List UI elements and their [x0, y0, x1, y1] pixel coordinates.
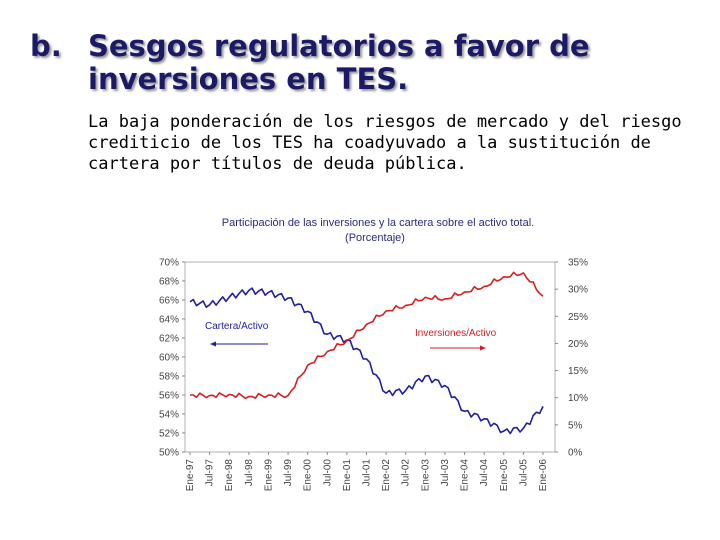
slide-title: Sesgos regulatorios a favor de inversion…	[88, 29, 590, 96]
x-tick-label: Ene-97	[185, 459, 196, 492]
series-line-inversiones	[190, 271, 544, 400]
annotation-cartera: Cartera/Activo	[205, 321, 269, 332]
x-tick-label: Ene-06	[538, 459, 549, 492]
chart-container: Participación de las inversiones y la ca…	[150, 210, 610, 510]
right-tick-label: 30%	[568, 285, 588, 296]
x-tick-label: Jul-04	[479, 459, 490, 487]
x-tick-label: Jul-97	[205, 459, 216, 487]
x-tick-label: Jul-02	[401, 459, 412, 487]
x-tick-label: Jul-01	[362, 459, 373, 487]
left-tick-label: 52%	[159, 429, 179, 440]
x-tick-label: Jul-98	[244, 459, 255, 487]
plot-area	[184, 261, 556, 453]
series-layer	[189, 271, 544, 435]
x-tick-label: Ene-05	[499, 459, 510, 492]
right-tick-label: 35%	[568, 258, 588, 269]
left-tick-label: 68%	[159, 277, 179, 288]
x-tick-label: Jul-99	[283, 459, 294, 487]
left-tick-label: 56%	[159, 391, 179, 402]
line-chart: Participación de las inversiones y la ca…	[159, 217, 588, 491]
x-tick-label: Jul-00	[322, 459, 333, 487]
series-line-cartera	[189, 287, 544, 435]
left-tick-label: 60%	[159, 353, 179, 364]
chart-subtitle: (Porcentaje)	[345, 232, 405, 244]
left-tick-label: 70%	[159, 258, 179, 269]
left-tick-label: 62%	[159, 334, 179, 345]
left-tick-label: 54%	[159, 410, 179, 421]
x-tick-label: Jul-05	[518, 459, 529, 487]
x-tick-label: Jul-03	[440, 459, 451, 487]
left-tick-label: 66%	[159, 296, 179, 307]
right-axis: 35% 30% 25% 20% 15% 10% 5% 0%	[555, 258, 588, 459]
x-tick-label: Ene-03	[420, 459, 431, 492]
right-tick-label: 0%	[568, 448, 583, 459]
x-tick-label: Ene-98	[224, 459, 235, 492]
chart-title: Participación de las inversiones y la ca…	[222, 217, 534, 229]
x-axis: Ene-97 Jul-97 Ene-98 Jul-98 Ene-99 Jul-99 Ene-…	[185, 452, 549, 491]
left-tick-label: 64%	[159, 315, 179, 326]
right-tick-label: 10%	[568, 393, 588, 404]
annotation-cartera-arrowhead	[210, 341, 216, 347]
slide-subtitle: La baja ponderación de los riesgos de me…	[88, 112, 682, 174]
left-tick-label: 50%	[159, 448, 179, 459]
x-tick-label: Ene-02	[381, 459, 392, 492]
x-tick-label: Ene-01	[342, 459, 353, 492]
annotation-inversiones-arrowhead	[480, 345, 486, 351]
right-tick-label: 15%	[568, 366, 588, 377]
right-tick-label: 25%	[568, 312, 588, 323]
right-tick-label: 5%	[568, 420, 583, 431]
x-tick-label: Ene-99	[263, 459, 274, 492]
x-tick-label: Ene-00	[303, 459, 314, 492]
x-tick-label: Ene-04	[460, 459, 471, 492]
left-axis: 70% 68% 66% 64% 62% 60% 58% 56% 54% 52% 50%	[159, 258, 185, 459]
left-tick-label: 58%	[159, 372, 179, 383]
right-tick-label: 20%	[568, 339, 588, 350]
section-letter: b.	[30, 29, 62, 63]
annotation-inversiones: Inversiones/Activo	[415, 328, 497, 339]
